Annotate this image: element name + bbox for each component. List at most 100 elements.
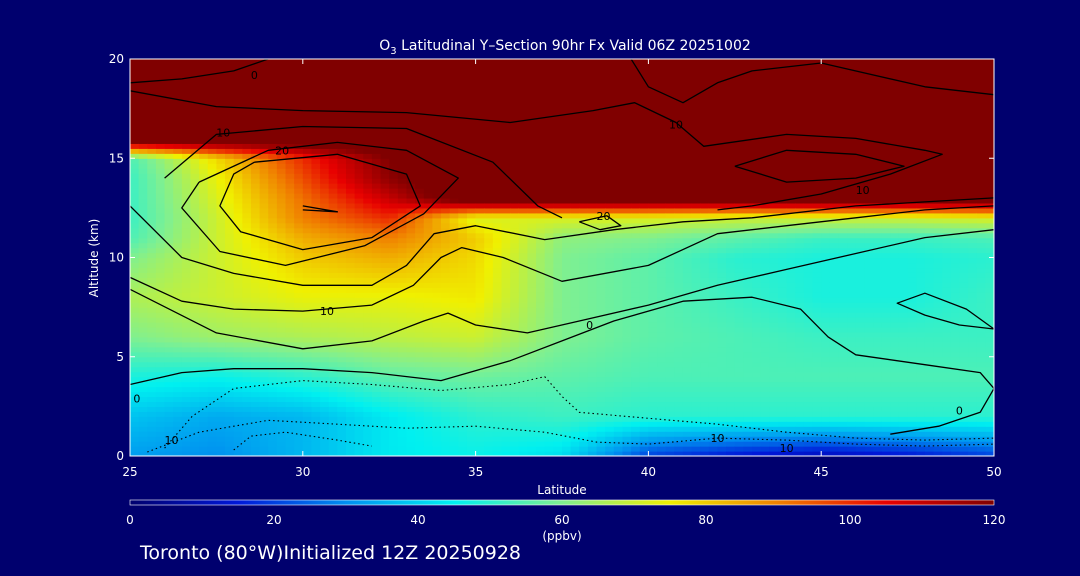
heatmap-cell: [458, 128, 468, 135]
heatmap-cell: [622, 192, 632, 199]
heatmap-cell: [371, 173, 382, 179]
heatmap-cell: [363, 133, 373, 139]
heatmap-cell: [449, 168, 459, 174]
heatmap-cell: [164, 73, 174, 80]
heatmap-cell: [432, 173, 442, 179]
heatmap-cell: [657, 441, 667, 447]
heatmap-cell: [346, 317, 356, 323]
heatmap-cell: [371, 391, 382, 398]
heatmap-cell: [570, 123, 580, 130]
heatmap-cell: [441, 351, 451, 358]
heatmap-cell: [276, 346, 287, 353]
heatmap-cell: [441, 297, 451, 303]
heatmap-cell: [302, 83, 313, 90]
heatmap-cell: [501, 207, 511, 214]
heatmap-cell: [553, 123, 563, 130]
heatmap-cell: [371, 68, 382, 75]
heatmap-cell: [130, 237, 140, 244]
heatmap-cell: [536, 317, 546, 323]
heatmap-cell: [484, 88, 494, 95]
heatmap-cell: [587, 376, 598, 383]
heatmap-cell: [259, 426, 269, 432]
heatmap-cell: [570, 242, 580, 249]
heatmap-cell: [328, 451, 338, 456]
heatmap-cell: [294, 202, 304, 209]
heatmap-cell: [371, 421, 382, 427]
heatmap-cell: [173, 83, 183, 90]
heatmap-cell: [536, 401, 546, 407]
heatmap-cell: [605, 391, 615, 398]
heatmap-cell: [380, 123, 390, 130]
heatmap-cell: [579, 123, 589, 130]
heatmap-cell: [371, 197, 382, 204]
heatmap-cell: [639, 366, 649, 373]
heatmap-cell: [397, 431, 408, 437]
heatmap-cell: [190, 232, 200, 239]
heatmap-cell: [250, 68, 261, 75]
heatmap-cell: [276, 386, 287, 393]
heatmap-cell: [544, 252, 554, 259]
heatmap-cell: [259, 232, 269, 239]
heatmap-cell: [562, 103, 572, 110]
heatmap-cell: [190, 163, 200, 169]
heatmap-cell: [242, 88, 252, 95]
heatmap-cell: [276, 118, 287, 125]
heatmap-cell: [138, 331, 148, 338]
heatmap-cell: [337, 297, 347, 303]
heatmap-cell: [536, 73, 546, 80]
heatmap-cell: [380, 391, 390, 398]
heatmap-cell: [579, 356, 589, 363]
heatmap-cell: [268, 148, 278, 154]
heatmap-cell: [285, 292, 295, 298]
heatmap-cell: [363, 272, 373, 278]
heatmap-cell: [311, 406, 321, 412]
heatmap-cell: [657, 153, 667, 159]
heatmap-cell: [492, 307, 503, 313]
heatmap-cell: [216, 277, 226, 283]
heatmap-cell: [501, 307, 511, 313]
heatmap-cell: [268, 376, 278, 383]
heatmap-cell: [484, 441, 494, 447]
heatmap-cell: [639, 421, 649, 427]
heatmap-cell: [354, 123, 364, 130]
heatmap-cell: [631, 88, 641, 95]
heatmap-cell: [320, 421, 330, 427]
heatmap-cell: [285, 78, 295, 85]
heatmap-cell: [475, 381, 485, 388]
heatmap-cell: [466, 163, 477, 169]
heatmap-cell: [147, 222, 157, 229]
heatmap-cell: [458, 361, 468, 368]
heatmap-cell: [415, 416, 425, 422]
heatmap-cell: [475, 272, 485, 278]
heatmap-cell: [199, 68, 209, 75]
heatmap-cell: [155, 148, 166, 154]
heatmap-cell: [648, 282, 658, 288]
heatmap-cell: [155, 202, 166, 209]
heatmap-cell: [596, 83, 606, 90]
heatmap-cell: [596, 287, 606, 293]
heatmap-cell: [397, 103, 408, 110]
heatmap-cell: [415, 88, 425, 95]
heatmap-cell: [147, 312, 157, 318]
heatmap-cell: [475, 78, 485, 85]
heatmap-cell: [302, 411, 313, 417]
heatmap-cell: [207, 128, 217, 135]
heatmap-cell: [233, 336, 243, 343]
heatmap-cell: [415, 322, 425, 328]
heatmap-cell: [406, 346, 416, 353]
heatmap-cell: [475, 351, 485, 358]
heatmap-cell: [579, 381, 589, 388]
heatmap-cell: [207, 297, 217, 303]
heatmap-cell: [553, 73, 563, 80]
heatmap-cell: [155, 197, 166, 204]
heatmap-cell: [415, 401, 425, 407]
heatmap-cell: [225, 153, 235, 159]
heatmap-cell: [371, 396, 382, 403]
heatmap-cell: [130, 381, 140, 388]
heatmap-cell: [492, 376, 503, 383]
heatmap-cell: [458, 78, 468, 85]
heatmap-cell: [190, 173, 200, 179]
heatmap-cell: [337, 188, 347, 194]
heatmap-cell: [320, 212, 330, 219]
heatmap-cell: [639, 361, 649, 368]
